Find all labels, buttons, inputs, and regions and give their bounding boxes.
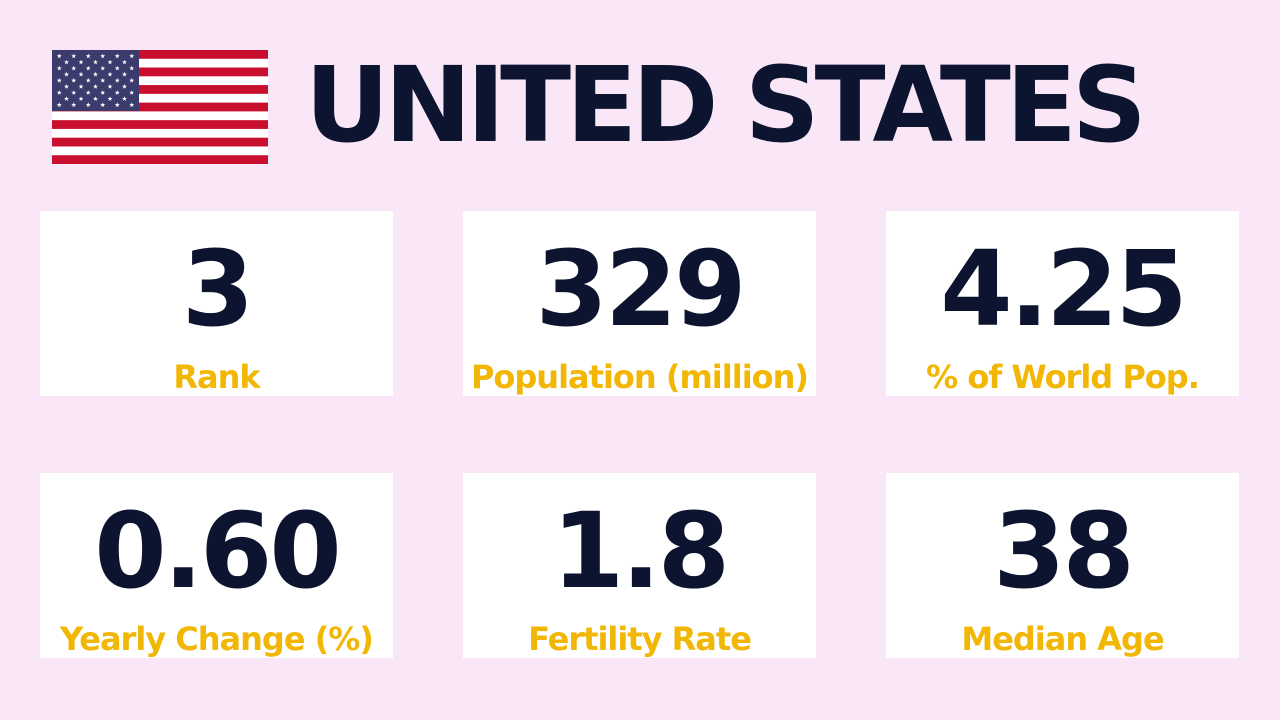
flag-star: [122, 71, 127, 77]
stat-card-fertility-rate: 1.8 Fertility Rate: [463, 473, 816, 658]
stat-value: 329: [535, 228, 746, 350]
stat-value: 38: [993, 490, 1135, 612]
flag-star: [64, 59, 69, 65]
flag-star: [56, 77, 62, 83]
flag-star: [85, 65, 91, 71]
flag-star: [85, 53, 91, 59]
flag-star: [114, 102, 120, 107]
flag-star: [100, 90, 106, 95]
flag-star: [122, 84, 127, 89]
flag-star: [100, 53, 106, 59]
flag-star: [85, 90, 91, 95]
stat-value: 4.25: [940, 228, 1188, 350]
flag-star: [56, 102, 62, 107]
stat-label: Rank: [173, 358, 260, 396]
stat-card-median-age: 38 Median Age: [886, 473, 1239, 658]
flag-star: [100, 77, 106, 83]
flag-star: [85, 102, 91, 107]
stat-card-population: 329 Population (million): [463, 211, 816, 396]
flag-star: [100, 65, 106, 71]
flag-star: [71, 77, 77, 83]
flag-star: [129, 90, 135, 95]
stat-label: % of World Pop.: [926, 358, 1200, 396]
flag-star: [107, 59, 113, 65]
flag-star: [71, 65, 77, 71]
flag-star: [64, 71, 69, 77]
flag-star: [93, 84, 98, 89]
flag-star: [129, 53, 135, 59]
flag-stripe: [52, 85, 268, 94]
flag-stripe: [52, 155, 268, 164]
flag-star: [78, 96, 84, 101]
stat-card-world-share: 4.25 % of World Pop.: [886, 211, 1239, 396]
stat-value: 3: [181, 228, 254, 350]
flag-star: [122, 59, 127, 65]
stat-label: Median Age: [961, 620, 1164, 658]
flag-star: [93, 96, 98, 101]
flag-star: [107, 96, 113, 101]
us-flag-icon: [52, 50, 268, 164]
flag-star: [107, 71, 113, 77]
flag-star: [64, 96, 69, 101]
stat-label: Population (million): [470, 358, 809, 396]
us-flag-graphic: [52, 50, 268, 164]
flag-star: [114, 90, 120, 95]
stat-value: 0.60: [94, 490, 342, 612]
flag-star: [56, 90, 62, 95]
flag-star: [78, 71, 84, 77]
flag-star: [78, 84, 84, 89]
flag-stripe: [52, 120, 268, 129]
flag-star: [93, 59, 98, 65]
flag-star: [56, 53, 62, 59]
flag-stripe: [52, 137, 268, 147]
flag-star: [93, 71, 98, 77]
stat-label: Yearly Change (%): [60, 620, 374, 658]
flag-star: [100, 102, 106, 107]
flag-star: [129, 77, 135, 83]
flag-stripe: [52, 102, 268, 112]
flag-star: [64, 84, 69, 89]
stat-value: 1.8: [551, 490, 730, 612]
flag-star: [71, 102, 77, 107]
flag-star: [114, 53, 120, 59]
flag-stripe: [52, 67, 268, 77]
flag-star: [129, 102, 135, 107]
flag-star: [107, 84, 113, 89]
stat-card-rank: 3 Rank: [40, 211, 393, 396]
flag-star: [71, 53, 77, 59]
flag-star: [129, 65, 135, 71]
flag-star: [71, 90, 77, 95]
flag-star: [56, 65, 62, 71]
flag-star: [78, 59, 84, 65]
flag-stripe: [52, 50, 268, 59]
flag-star: [85, 77, 91, 83]
flag-star: [122, 96, 127, 101]
flag-star: [114, 65, 120, 71]
page-title: UNITED STATES: [305, 44, 1147, 166]
stat-card-yearly-change: 0.60 Yearly Change (%): [40, 473, 393, 658]
stat-label: Fertility Rate: [528, 620, 752, 658]
flag-star: [114, 77, 120, 83]
